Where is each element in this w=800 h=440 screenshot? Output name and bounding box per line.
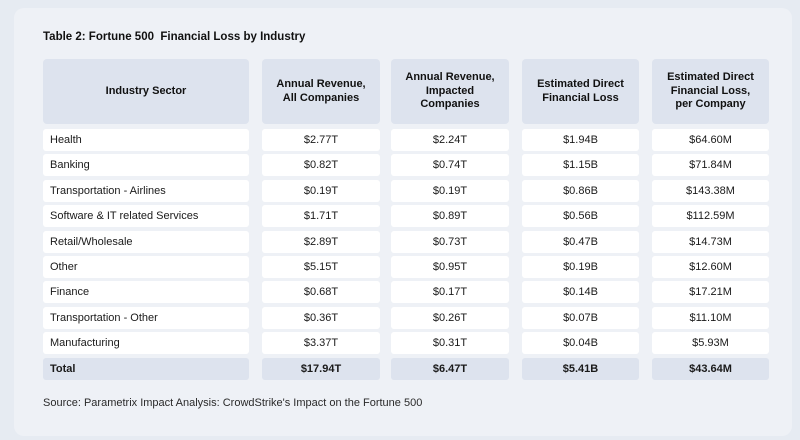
cell-industry-sector: Finance <box>43 281 249 303</box>
header-annual-revenue-all: Annual Revenue, All Companies <box>262 59 380 124</box>
cell-industry-sector: Transportation - Other <box>43 307 249 329</box>
header-annual-revenue-impacted: Annual Revenue, Impacted Companies <box>391 59 509 124</box>
cell-annual-revenue-impacted: $0.17T <box>391 281 509 303</box>
cell-annual-revenue-all: $0.36T <box>262 307 380 329</box>
cell-estimated-direct-loss: $0.86B <box>522 180 639 202</box>
cell-industry-sector: Other <box>43 256 249 278</box>
header-industry-sector: Industry Sector <box>43 59 249 124</box>
cell-estimated-direct-loss: $0.19B <box>522 256 639 278</box>
cell-estimated-direct-loss: $0.07B <box>522 307 639 329</box>
table-title: Table 2: Fortune 500 Financial Loss by I… <box>43 31 306 43</box>
total-estimated-loss-per-company: $43.64M <box>652 358 769 380</box>
cell-estimated-loss-per-company: $12.60M <box>652 256 769 278</box>
total-annual-revenue-impacted: $6.47T <box>391 358 509 380</box>
cell-estimated-direct-loss: $1.15B <box>522 154 639 176</box>
cell-industry-sector: Banking <box>43 154 249 176</box>
cell-estimated-direct-loss: $0.47B <box>522 231 639 253</box>
cell-estimated-loss-per-company: $5.93M <box>652 332 769 354</box>
cell-annual-revenue-impacted: $0.73T <box>391 231 509 253</box>
cell-annual-revenue-impacted: $0.89T <box>391 205 509 227</box>
total-annual-revenue-all: $17.94T <box>262 358 380 380</box>
cell-estimated-loss-per-company: $71.84M <box>652 154 769 176</box>
cell-annual-revenue-impacted: $0.74T <box>391 154 509 176</box>
source-note: Source: Parametrix Impact Analysis: Crow… <box>43 397 423 409</box>
cell-industry-sector: Manufacturing <box>43 332 249 354</box>
cell-estimated-loss-per-company: $112.59M <box>652 205 769 227</box>
cell-annual-revenue-all: $2.89T <box>262 231 380 253</box>
cell-annual-revenue-all: $3.37T <box>262 332 380 354</box>
cell-industry-sector: Health <box>43 129 249 151</box>
cell-annual-revenue-impacted: $0.26T <box>391 307 509 329</box>
total-estimated-direct-loss: $5.41B <box>522 358 639 380</box>
cell-annual-revenue-impacted: $0.31T <box>391 332 509 354</box>
cell-annual-revenue-impacted: $0.95T <box>391 256 509 278</box>
cell-estimated-direct-loss: $1.94B <box>522 129 639 151</box>
cell-estimated-loss-per-company: $11.10M <box>652 307 769 329</box>
cell-annual-revenue-all: $5.15T <box>262 256 380 278</box>
cell-estimated-loss-per-company: $14.73M <box>652 231 769 253</box>
cell-annual-revenue-impacted: $0.19T <box>391 180 509 202</box>
cell-estimated-direct-loss: $0.14B <box>522 281 639 303</box>
cell-estimated-loss-per-company: $17.21M <box>652 281 769 303</box>
cell-annual-revenue-all: $2.77T <box>262 129 380 151</box>
header-estimated-direct-loss: Estimated Direct Financial Loss <box>522 59 639 124</box>
cell-industry-sector: Retail/Wholesale <box>43 231 249 253</box>
cell-annual-revenue-impacted: $2.24T <box>391 129 509 151</box>
cell-estimated-direct-loss: $0.04B <box>522 332 639 354</box>
cell-industry-sector: Software & IT related Services <box>43 205 249 227</box>
cell-annual-revenue-all: $0.82T <box>262 154 380 176</box>
cell-estimated-loss-per-company: $64.60M <box>652 129 769 151</box>
header-estimated-loss-per-company: Estimated Direct Financial Loss, per Com… <box>652 59 769 124</box>
cell-industry-sector: Transportation - Airlines <box>43 180 249 202</box>
cell-annual-revenue-all: $0.68T <box>262 281 380 303</box>
total-label: Total <box>43 358 249 380</box>
cell-annual-revenue-all: $0.19T <box>262 180 380 202</box>
cell-annual-revenue-all: $1.71T <box>262 205 380 227</box>
cell-estimated-direct-loss: $0.56B <box>522 205 639 227</box>
cell-estimated-loss-per-company: $143.38M <box>652 180 769 202</box>
